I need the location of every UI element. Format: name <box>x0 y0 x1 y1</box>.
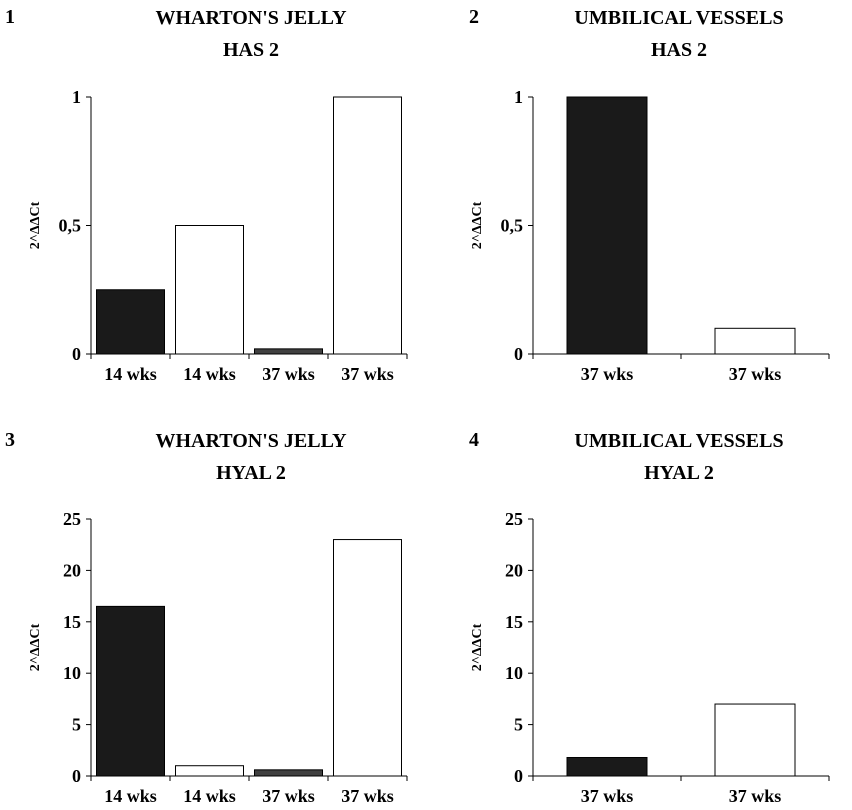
y-axis-label: 2^ΔΔCt <box>28 201 43 249</box>
chart-title-line: UMBILICAL VESSELS <box>574 430 784 452</box>
bar-chart: 0 0,5 1 14 wks 14 wks 37 wks 37 wks 2^ΔΔCt <box>28 87 408 384</box>
bar <box>96 289 165 355</box>
y-tick-label: 15 <box>63 612 81 632</box>
chart-title: UMBILICAL VESSELS HAS 2 <box>516 2 842 66</box>
panel-number: 3 <box>5 429 15 451</box>
bar <box>714 703 796 777</box>
chart-title-line: WHARTON'S JELLY <box>155 7 347 29</box>
y-tick-label: 0 <box>514 344 523 364</box>
y-tick-label: 20 <box>63 560 81 580</box>
bar <box>96 605 165 777</box>
y-tick-label: 1 <box>72 87 81 107</box>
y-tick-label: 10 <box>505 663 523 683</box>
bar <box>566 756 648 777</box>
x-tick-label: 37 wks <box>581 786 634 806</box>
x-tick-label: 37 wks <box>262 364 315 384</box>
bar <box>333 539 402 777</box>
bar <box>175 765 244 777</box>
chart-title: WHARTON'S JELLY HYAL 2 <box>88 425 414 489</box>
y-tick-label: 0,5 <box>501 216 524 236</box>
bar <box>714 327 796 355</box>
bar <box>175 225 244 355</box>
y-tick-label: 0 <box>72 344 81 364</box>
y-axis-label: 2^ΔΔCt <box>470 201 485 249</box>
bar-chart: 0 5 10 15 20 25 14 wks 14 wks 37 wks 37 wks 2^ΔΔCt <box>28 509 408 806</box>
chart-title: UMBILICAL VESSELS HYAL 2 <box>516 425 842 489</box>
chart-title-line: HAS 2 <box>222 39 280 61</box>
y-tick-label: 5 <box>72 715 81 735</box>
bar <box>254 348 323 355</box>
panel-number: 2 <box>469 6 479 28</box>
y-tick-label: 0,5 <box>59 216 82 236</box>
x-tick-label: 14 wks <box>104 786 157 806</box>
panel-number: 1 <box>5 6 15 28</box>
y-tick-label: 10 <box>63 663 81 683</box>
chart-title-line: WHARTON'S JELLY <box>155 430 347 452</box>
chart-title: WHARTON'S JELLY HAS 2 <box>88 2 414 66</box>
y-tick-label: 20 <box>505 560 523 580</box>
y-tick-label: 0 <box>72 766 81 786</box>
x-tick-label: 37 wks <box>262 786 315 806</box>
bar <box>254 769 323 777</box>
y-tick-label: 25 <box>505 509 523 529</box>
chart-panel-2: 2 UMBILICAL VESSELS HAS 2 0 0,5 1 37 wks 37 … <box>426 0 852 405</box>
x-tick-label: 14 wks <box>104 364 157 384</box>
bar <box>333 96 402 355</box>
chart-panel-3: 3 WHARTON'S JELLY HYAL 2 0 5 10 15 20 25 14 wk… <box>0 405 426 810</box>
y-axis-label: 2^ΔΔCt <box>470 623 485 671</box>
x-tick-label: 37 wks <box>729 786 782 806</box>
bar-chart: 0 0,5 1 37 wks 37 wks 2^ΔΔCt <box>470 87 830 384</box>
y-tick-label: 5 <box>514 715 523 735</box>
x-tick-label: 37 wks <box>341 364 394 384</box>
y-tick-label: 0 <box>514 766 523 786</box>
chart-title-line: UMBILICAL VESSELS <box>574 7 784 29</box>
y-tick-label: 1 <box>514 87 523 107</box>
chart-title-line: HYAL 2 <box>644 462 714 484</box>
y-tick-label: 25 <box>63 509 81 529</box>
panel-number: 4 <box>469 429 479 451</box>
chart-title-line: HAS 2 <box>650 39 708 61</box>
y-tick-label: 15 <box>505 612 523 632</box>
x-tick-label: 37 wks <box>341 786 394 806</box>
chart-title-line: HYAL 2 <box>216 462 286 484</box>
bar <box>566 96 648 355</box>
chart-panel-4: 4 UMBILICAL VESSELS HYAL 2 0 5 10 15 20 25 37 … <box>426 405 852 810</box>
x-tick-label: 37 wks <box>581 364 634 384</box>
bar-chart: 0 5 10 15 20 25 37 wks 37 wks 2^ΔΔCt <box>470 509 830 806</box>
x-tick-label: 14 wks <box>183 786 236 806</box>
x-tick-label: 37 wks <box>729 364 782 384</box>
y-axis-label: 2^ΔΔCt <box>28 623 43 671</box>
x-tick-label: 14 wks <box>183 364 236 384</box>
chart-panel-1: 1 WHARTON'S JELLY HAS 2 0 0,5 1 14 wks 14 wk… <box>0 0 426 405</box>
